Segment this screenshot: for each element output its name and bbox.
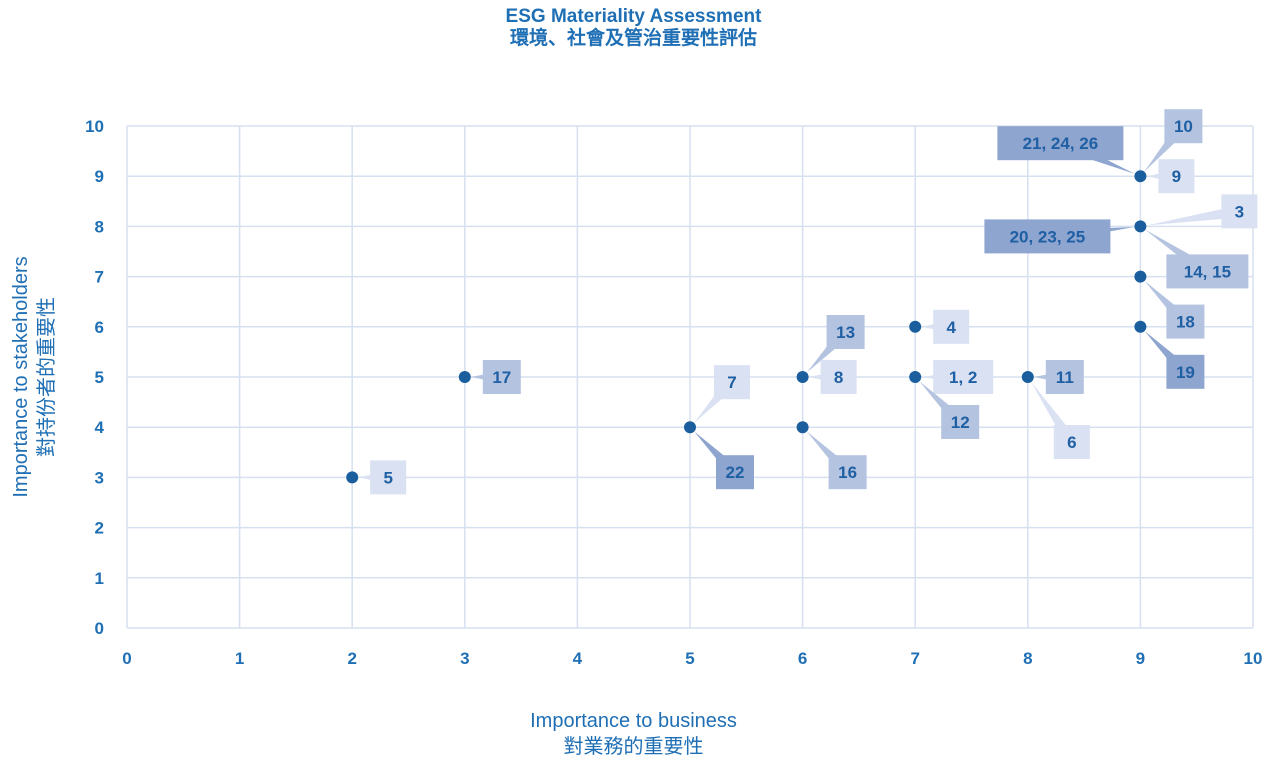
callout-box <box>933 309 970 344</box>
x-axis-label: Importance to business 對業務的重要性 <box>0 708 1267 760</box>
data-point <box>909 320 922 333</box>
y-tick-label: 3 <box>95 468 104 487</box>
y-tick-label: 0 <box>95 619 104 638</box>
y-tick-label: 1 <box>95 569 104 588</box>
callout-box <box>1158 159 1195 194</box>
point-label: 10 <box>1174 117 1193 136</box>
data-point <box>684 421 696 434</box>
point-label: 18 <box>1176 313 1195 332</box>
callout-box <box>1045 360 1084 394</box>
point-label: 4 <box>946 318 956 337</box>
data-point <box>1134 220 1147 233</box>
point-label: 13 <box>836 323 855 342</box>
grid <box>126 125 1254 629</box>
chart-title-zh: 環境、社會及管治重要性評估 <box>509 28 757 49</box>
callout-box <box>820 360 857 394</box>
y-axis-label-en: Importance to stakeholders <box>10 256 32 498</box>
data-point <box>909 371 922 383</box>
data-point <box>1021 371 1034 383</box>
x-tick-label: 5 <box>685 649 694 668</box>
point-label: 17 <box>492 368 511 387</box>
point-label: 3 <box>1235 202 1244 221</box>
point-label: 16 <box>838 463 857 482</box>
callout-labels: 5 17 7 22 13 8 16 4 1, 2 12 11 6 10 21, 24, 26 9 3 20, 2… <box>358 109 1258 495</box>
y-tick-label: 8 <box>95 217 104 236</box>
data-point <box>1134 170 1147 183</box>
x-axis-label-zh: 對業務的重要性 <box>563 736 704 758</box>
data-point <box>1134 320 1147 333</box>
callout-box <box>826 315 865 349</box>
x-axis-label-en: Importance to business <box>530 710 737 732</box>
callout-box <box>1166 304 1205 339</box>
x-tick-label: 7 <box>910 649 919 668</box>
callout-box <box>716 455 754 490</box>
x-tick-label: 3 <box>460 649 469 668</box>
data-point <box>346 471 359 484</box>
y-tick-label: 7 <box>95 268 104 287</box>
x-tick-label: 4 <box>573 649 583 668</box>
point-label: 11 <box>1056 368 1074 387</box>
callout-box <box>997 126 1124 161</box>
callout-pointer <box>1146 205 1241 226</box>
data-point <box>796 421 809 434</box>
chart-title: ESG Materiality Assessment 環境、社會及管治重要性評估 <box>0 6 1267 50</box>
point-label: 1, 2 <box>949 368 977 387</box>
callout-box <box>370 460 407 495</box>
callout-box <box>714 365 750 400</box>
point-label: 7 <box>727 373 736 392</box>
point-label: 21, 24, 26 <box>1023 134 1099 153</box>
data-point <box>458 371 471 383</box>
point-label: 14, 15 <box>1184 262 1231 281</box>
callout-box <box>941 405 980 439</box>
point-label: 20, 23, 25 <box>1010 227 1086 246</box>
y-tick-label: 5 <box>95 368 104 387</box>
point-label: 22 <box>726 463 745 482</box>
callout-box <box>828 455 867 490</box>
callout-box <box>1164 109 1203 144</box>
y-tick-label: 6 <box>95 318 104 337</box>
y-axis-label-zh: 對持份者的重要性 <box>36 297 58 457</box>
callout-box <box>933 360 994 394</box>
y-tick-label: 10 <box>85 117 104 136</box>
data-point <box>1134 270 1147 283</box>
point-label: 8 <box>834 368 843 387</box>
point-label: 19 <box>1176 363 1195 382</box>
x-tick-label: 2 <box>347 649 356 668</box>
x-tick-label: 10 <box>1244 649 1263 668</box>
point-label: 9 <box>1172 167 1181 186</box>
x-tick-label: 0 <box>122 649 131 668</box>
callout-box <box>1166 254 1249 289</box>
point-label: 5 <box>383 468 392 487</box>
data-points <box>346 170 1147 484</box>
point-label: 12 <box>951 413 970 432</box>
callout-box <box>482 360 521 394</box>
y-tick-label: 9 <box>95 167 104 186</box>
callout-box <box>1166 354 1205 389</box>
y-axis-label: Importance to stakeholders 對持份者的重要性 <box>8 167 60 587</box>
callout-box <box>1221 194 1258 229</box>
callout-box <box>984 219 1111 254</box>
x-tick-label: 6 <box>798 649 807 668</box>
callout-box <box>1053 425 1090 459</box>
x-tick-label: 1 <box>235 649 244 668</box>
chart-title-en: ESG Materiality Assessment <box>505 6 762 27</box>
point-label: 6 <box>1067 433 1076 452</box>
x-tick-label: 9 <box>1136 649 1145 668</box>
x-tick-label: 8 <box>1023 649 1032 668</box>
y-tick-label: 2 <box>95 519 104 538</box>
y-tick-label: 4 <box>95 418 105 437</box>
data-point <box>796 371 809 383</box>
